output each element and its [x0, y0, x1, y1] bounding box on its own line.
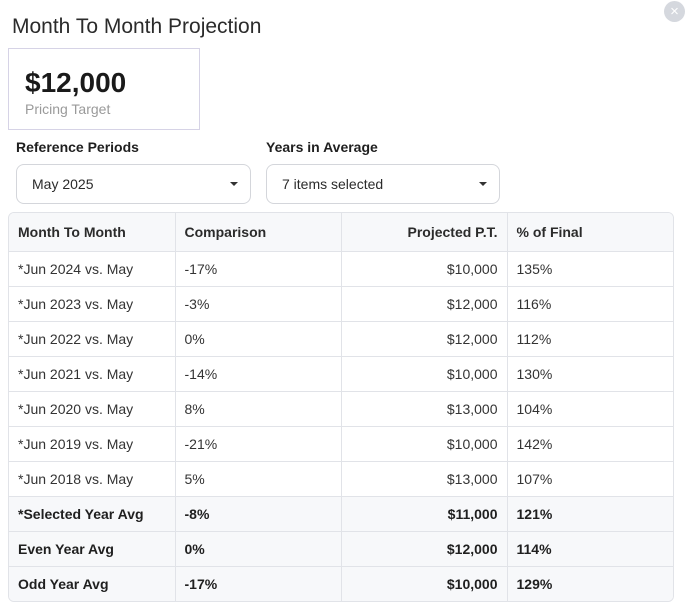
cell-comparison: 8% [175, 391, 342, 427]
cell-percent-final: 107% [507, 461, 673, 497]
projection-table: Month To Month Comparison Projected P.T.… [8, 212, 674, 602]
cell-month: *Jun 2022 vs. May [9, 321, 176, 357]
chevron-down-icon [479, 182, 487, 186]
cell-percent-final: 114% [507, 531, 673, 567]
cell-comparison: -3% [175, 286, 342, 322]
cell-percent-final: 121% [507, 496, 673, 532]
cell-month: Odd Year Avg [9, 566, 176, 601]
cell-month: *Jun 2019 vs. May [9, 426, 176, 462]
table-row: *Jun 2018 vs. May 5% $13,000 107% [9, 461, 673, 497]
chevron-down-icon [230, 182, 238, 186]
table-row: *Jun 2020 vs. May 8% $13,000 104% [9, 391, 673, 427]
page-title: Month To Month Projection [12, 15, 262, 38]
table-row: *Jun 2024 vs. May -17% $10,000 135% [9, 251, 673, 287]
cell-comparison: -8% [175, 496, 342, 532]
cell-percent-final: 112% [507, 321, 673, 357]
cell-month: *Selected Year Avg [9, 496, 176, 532]
table-header-row: Month To Month Comparison Projected P.T.… [9, 213, 673, 252]
reference-periods-select[interactable]: May 2025 [16, 164, 251, 204]
cell-percent-final: 135% [507, 251, 673, 287]
cell-month: *Jun 2023 vs. May [9, 286, 176, 322]
years-in-average-select[interactable]: 7 items selected [266, 164, 500, 204]
cell-month: Even Year Avg [9, 531, 176, 567]
column-header-month: Month To Month [9, 213, 176, 252]
cell-percent-final: 116% [507, 286, 673, 322]
cell-comparison: -17% [175, 251, 342, 287]
cell-percent-final: 104% [507, 391, 673, 427]
cell-percent-final: 142% [507, 426, 673, 462]
table-body: *Jun 2024 vs. May -17% $10,000 135% *Jun 202… [9, 251, 673, 601]
cell-comparison: -14% [175, 356, 342, 392]
summary-row: Odd Year Avg -17% $10,000 129% [9, 566, 673, 601]
cell-projected: $10,000 [341, 566, 508, 601]
table-row: *Jun 2023 vs. May -3% $12,000 116% [9, 286, 673, 322]
table-row: *Jun 2022 vs. May 0% $12,000 112% [9, 321, 673, 357]
cell-projected: $12,000 [341, 531, 508, 567]
cell-comparison: 0% [175, 531, 342, 567]
cell-projected: $13,000 [341, 391, 508, 427]
summary-row: *Selected Year Avg -8% $11,000 121% [9, 496, 673, 532]
cell-comparison: 0% [175, 321, 342, 357]
table-row: *Jun 2021 vs. May -14% $10,000 130% [9, 356, 673, 392]
cell-comparison: -21% [175, 426, 342, 462]
cell-percent-final: 129% [507, 566, 673, 601]
cell-projected: $10,000 [341, 251, 508, 287]
cell-projected: $11,000 [341, 496, 508, 532]
pricing-target-value: $12,000 [25, 67, 127, 98]
cell-projected: $12,000 [341, 321, 508, 357]
cell-comparison: -17% [175, 566, 342, 601]
cell-projected: $12,000 [341, 286, 508, 322]
years-in-average-value: 7 items selected [282, 176, 384, 192]
column-header-percent-final: % of Final [507, 213, 673, 252]
table-row: *Jun 2019 vs. May -21% $10,000 142% [9, 426, 673, 462]
pricing-target-card: $12,000 Pricing Target [8, 48, 200, 130]
cell-projected: $10,000 [341, 426, 508, 462]
years-in-average-label: Years in Average [266, 139, 378, 155]
column-header-comparison: Comparison [175, 213, 342, 252]
pricing-target-label: Pricing Target [25, 101, 111, 117]
cell-projected: $10,000 [341, 356, 508, 392]
cell-projected: $13,000 [341, 461, 508, 497]
reference-periods-value: May 2025 [32, 176, 94, 192]
cell-month: *Jun 2020 vs. May [9, 391, 176, 427]
cell-month: *Jun 2018 vs. May [9, 461, 176, 497]
reference-periods-label: Reference Periods [16, 139, 139, 155]
cell-month: *Jun 2021 vs. May [9, 356, 176, 392]
cell-comparison: 5% [175, 461, 342, 497]
summary-row: Even Year Avg 0% $12,000 114% [9, 531, 673, 567]
close-icon[interactable]: × [664, 1, 685, 22]
cell-month: *Jun 2024 vs. May [9, 251, 176, 287]
cell-percent-final: 130% [507, 356, 673, 392]
column-header-projected: Projected P.T. [341, 213, 508, 252]
